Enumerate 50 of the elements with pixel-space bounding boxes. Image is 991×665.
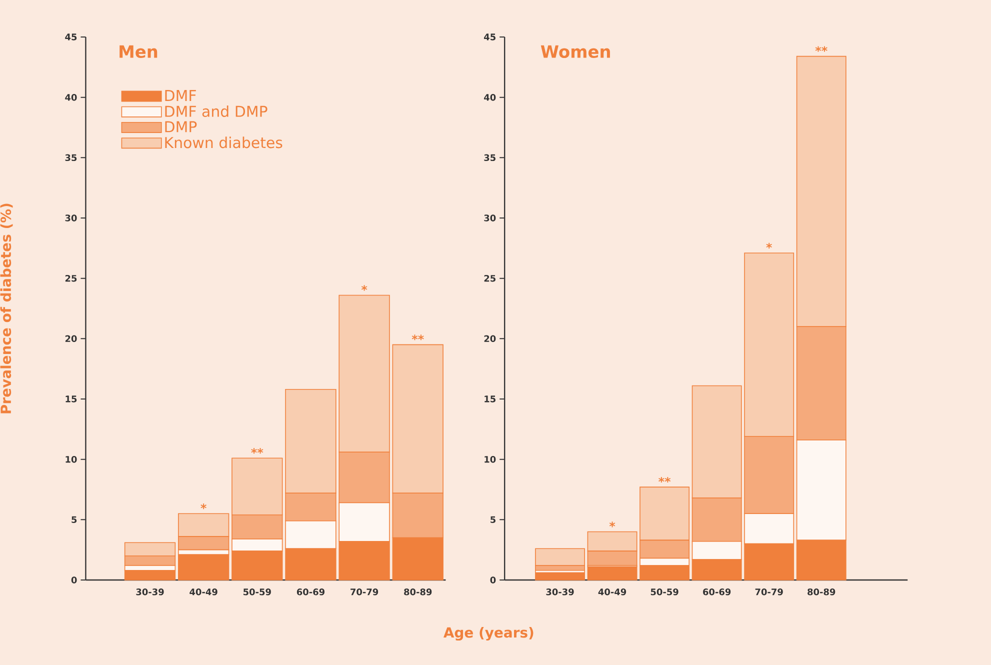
annotation: * [609,522,616,528]
y-tick-label: 45 [65,34,77,40]
x-tick-label: 70-79 [350,588,378,596]
y-tick-label: 0 [490,576,496,584]
y-tick-label: 25 [65,274,77,282]
y-tick-label: 10 [484,456,496,463]
x-tick-label: 40-49 [598,588,626,596]
y-tick-label: 40 [484,94,496,101]
legend-label: DMF [165,90,196,101]
chart-title: Men [120,45,158,58]
y-tick-label: 30 [65,214,77,222]
y-tick-label: 15 [484,396,496,402]
legend-label: DMP [165,121,197,132]
y-tick-label: 10 [66,456,77,463]
annotation: * [200,504,206,510]
x-tick-label: 30-39 [136,588,164,596]
y-tick-label: 45 [484,34,496,40]
y-tick-label: 35 [484,154,496,162]
y-tick-label: 25 [484,274,496,282]
y-tick-label: 20 [65,335,77,342]
x-tick-label: 70-79 [755,588,783,596]
y-tick-label: 5 [72,516,77,523]
annotation: ** [412,334,424,340]
bar [535,548,585,566]
y-tick-label: 20 [484,335,496,342]
x-tick-label: 50-59 [243,588,271,596]
legend-label: Known diabetes [165,136,282,148]
y-tick-label: 15 [66,396,77,402]
annotation: ** [658,477,671,483]
annotation: ** [815,46,828,52]
y-tick-label: 0 [71,576,77,584]
y-axis-title: Prevalence of diabetes (%) [0,204,13,414]
annotation: * [766,242,772,248]
x-tick-label: 50-59 [650,588,678,596]
bar [535,572,585,580]
annotation: ** [251,448,264,454]
y-tick-label: 5 [490,516,496,523]
chart-title: Women [540,45,610,58]
y-tick-label: 35 [65,154,77,162]
x-tick-label: 80-89 [808,588,836,596]
y-tick-label: 30 [484,214,496,222]
x-axis-title: Age (years) [443,626,534,641]
x-tick-label: 30-39 [546,588,574,596]
x-tick-label: 60-69 [296,588,324,596]
x-tick-label: 40-49 [190,588,218,596]
x-tick-label: 60-69 [703,588,731,596]
x-tick-label: 80-89 [404,588,432,596]
legend-label: DMF and DMP [165,105,268,117]
y-tick-label: 40 [65,94,77,101]
annotation: * [361,285,368,291]
